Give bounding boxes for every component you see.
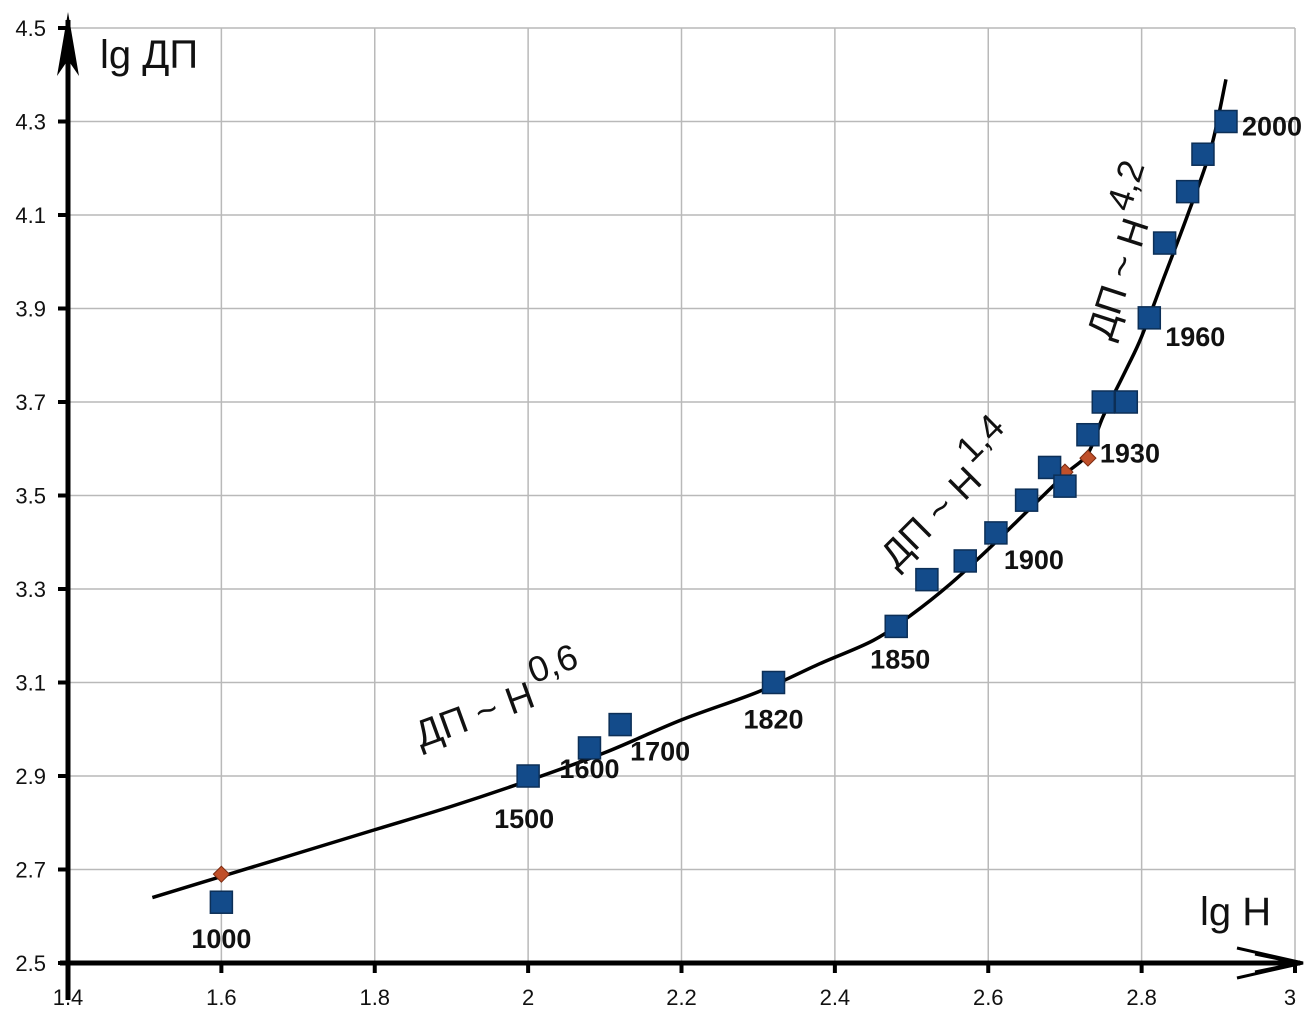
formula-exponent: 1,4 (948, 406, 1012, 470)
data-point (761, 670, 786, 695)
formula-exponent: 4,2 (1098, 155, 1152, 215)
data-point (884, 614, 908, 639)
point-label: 1000 (191, 924, 251, 954)
x-tick-label: 2.6 (973, 985, 1004, 1009)
point-label: 1820 (743, 705, 803, 735)
y-tick-label: 2.5 (15, 951, 46, 976)
y-tick-label: 3.3 (15, 577, 46, 602)
knot-marker (1079, 449, 1097, 467)
point-label: 1900 (1004, 545, 1064, 575)
data-point (1114, 390, 1139, 414)
x-tick-label: 2.4 (820, 985, 851, 1009)
data-point (1091, 390, 1116, 414)
knot-marker (212, 865, 231, 883)
x-tick-label: 1.8 (359, 985, 390, 1009)
x-axis-arrow (1236, 946, 1304, 980)
x-tick-label: 2 (522, 985, 534, 1009)
y-tick-label: 3.9 (15, 297, 46, 322)
data-point (1037, 455, 1062, 480)
data-point (516, 764, 540, 788)
data-point (577, 736, 602, 760)
data-point (1053, 474, 1077, 498)
data-point (608, 712, 632, 737)
tick-labels: 1.4 1.6 1.8 2 2.2 2.4 2.6 2.8 3 2.5 2.7 2.9 3.1 3.3 3.… (15, 16, 1296, 1009)
y-tick-label: 2.7 (15, 858, 46, 883)
point-label: 1930 (1100, 439, 1160, 469)
data-point (1152, 231, 1177, 255)
data-point (1214, 109, 1238, 134)
x-tick-label: 3 (1284, 985, 1296, 1009)
y-tick-label: 4.3 (15, 110, 46, 135)
formula-annotation: ДП ~ H0,6 (409, 635, 583, 757)
x-tick-label: 2.8 (1126, 985, 1157, 1009)
formula-base: ДП ~ H (409, 675, 540, 757)
y-tick-label: 3.5 (15, 484, 46, 509)
data-point (209, 890, 234, 914)
data-point (1014, 488, 1039, 512)
data-point (1191, 142, 1215, 166)
point-label: 1850 (870, 644, 930, 674)
x-axis-title: lg H (1200, 890, 1271, 934)
x-tick-label: 2.2 (666, 985, 697, 1009)
point-label: 1700 (630, 737, 690, 767)
point-label: 1500 (494, 804, 554, 834)
data-point (915, 567, 939, 592)
data-point (1076, 422, 1100, 447)
y-tick-label: 3.1 (15, 671, 46, 696)
point-label: 1960 (1165, 322, 1225, 352)
formula-annotation: ДП ~ H1,4 (873, 406, 1012, 577)
y-tick-label: 2.9 (15, 764, 46, 789)
data-points (209, 109, 1238, 914)
data-point (1137, 306, 1162, 330)
data-point (1175, 179, 1200, 204)
x-tick-label: 1.4 (53, 985, 84, 1009)
axes (57, 12, 1304, 1000)
y-tick-label: 4.1 (15, 203, 46, 228)
data-point (984, 521, 1008, 545)
data-point (953, 549, 977, 573)
grid (58, 26, 1297, 973)
y-tick-label: 4.5 (15, 16, 46, 41)
point-label: 2000 (1242, 112, 1302, 142)
y-tick-label: 3.7 (15, 390, 46, 415)
point-label: 1600 (559, 754, 619, 784)
x-tick-label: 1.6 (206, 985, 237, 1009)
y-axis-arrow (57, 12, 79, 76)
y-axis-title: lg ДП (100, 33, 198, 77)
